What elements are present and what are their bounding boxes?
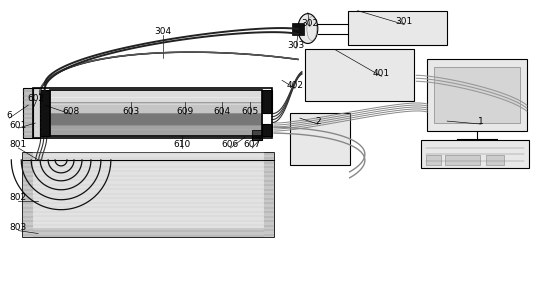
Text: 601: 601 xyxy=(10,121,27,130)
Bar xyxy=(50,90,262,102)
Bar xyxy=(305,50,414,101)
Bar xyxy=(50,90,262,136)
Bar xyxy=(33,88,272,138)
Text: 801: 801 xyxy=(10,140,27,149)
Text: 609: 609 xyxy=(177,107,194,116)
Bar xyxy=(290,113,349,165)
Bar xyxy=(292,23,304,35)
Text: 803: 803 xyxy=(10,223,27,232)
Text: 1: 1 xyxy=(478,117,484,126)
Text: 608: 608 xyxy=(63,107,79,116)
Bar xyxy=(427,155,441,165)
Text: 302: 302 xyxy=(301,19,319,28)
Bar xyxy=(50,102,262,113)
Bar xyxy=(23,228,274,237)
Text: 605: 605 xyxy=(241,107,259,116)
Text: 2: 2 xyxy=(315,117,321,126)
Bar xyxy=(33,153,264,228)
Bar xyxy=(50,113,262,125)
Text: 301: 301 xyxy=(396,17,413,26)
Text: 6: 6 xyxy=(7,111,12,120)
Bar xyxy=(33,88,40,138)
Bar xyxy=(427,59,527,131)
Bar xyxy=(264,153,274,237)
Bar xyxy=(421,140,529,168)
Text: 303: 303 xyxy=(287,41,305,50)
Bar xyxy=(486,155,504,165)
Bar xyxy=(50,125,262,136)
Text: 607: 607 xyxy=(244,140,260,149)
Bar xyxy=(23,88,33,138)
Bar xyxy=(40,90,50,136)
Bar xyxy=(434,67,520,123)
Text: 602: 602 xyxy=(27,94,45,103)
Bar xyxy=(23,153,274,237)
Text: 402: 402 xyxy=(286,81,304,90)
Bar xyxy=(262,124,272,136)
Text: 802: 802 xyxy=(10,193,27,202)
Bar xyxy=(262,90,272,113)
Text: 603: 603 xyxy=(122,107,139,116)
Bar xyxy=(252,130,262,140)
Text: 304: 304 xyxy=(154,27,171,36)
Text: 604: 604 xyxy=(214,107,231,116)
Text: 606: 606 xyxy=(221,140,239,149)
Ellipse shape xyxy=(298,14,318,44)
Bar xyxy=(445,155,480,165)
Bar xyxy=(348,11,447,46)
Text: 401: 401 xyxy=(373,69,390,78)
Bar xyxy=(23,153,33,237)
Text: 610: 610 xyxy=(174,140,191,149)
